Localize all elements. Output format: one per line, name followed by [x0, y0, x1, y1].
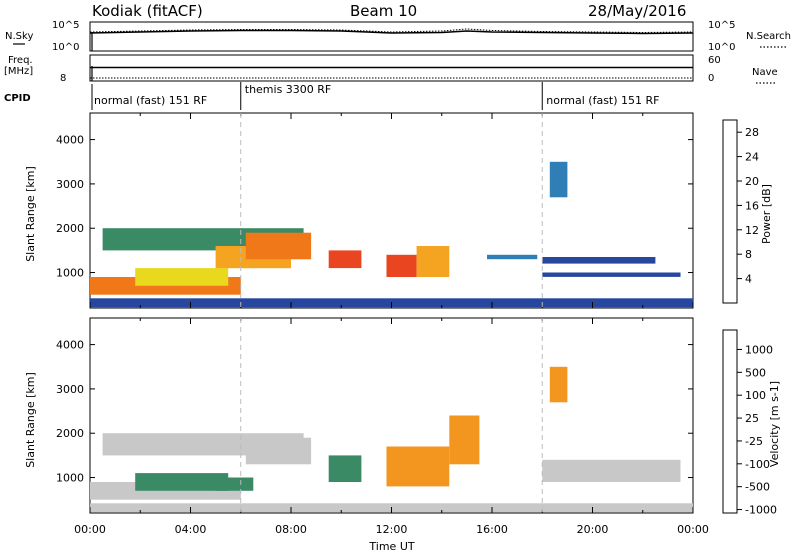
colorbar-tick-label: 16: [745, 199, 759, 212]
x-tick-label: 00:00: [74, 523, 106, 536]
colorbar-tick-label: 20: [745, 175, 759, 188]
heatmap-cell: [542, 459, 681, 482]
colorbar-tick-label: 24: [745, 151, 759, 164]
colorbar-tick-label: -500: [745, 481, 770, 494]
velocity-colorbar-label: Velocity [m s-1]: [768, 381, 781, 467]
cpid-row: CPID normal (fast) 151 RF themis 3300 RF n…: [4, 82, 660, 110]
colorbar-tick-label: 100: [745, 389, 766, 402]
cpid-label: CPID: [4, 93, 31, 104]
colorbar-tick-label: 500: [745, 366, 766, 379]
heatmap-cell: [245, 437, 312, 465]
colorbar-tick-label: -25: [745, 435, 763, 448]
heatmap-cell: [386, 254, 417, 277]
cpid-segment-label: themis 3300 RF: [245, 83, 332, 96]
y-tick-label: 3000: [56, 178, 84, 191]
heatmap-cell: [416, 246, 450, 277]
y-tick-label: 1000: [56, 472, 84, 485]
y-tick-label: 4000: [56, 339, 84, 352]
colorbar-frame: [722, 119, 738, 304]
noise-tick-top-right: 10^5: [708, 20, 735, 31]
freq-tick-right-bottom: 0: [708, 73, 714, 84]
heatmap-cell: [549, 366, 568, 403]
noise-tick-bottom-right: 10^0: [708, 42, 735, 53]
heatmap-cell: [215, 477, 254, 491]
power-colorbar: 4 8 12 16 20 24 28: [722, 119, 759, 304]
power-panel: 1000 2000 3000 4000: [56, 112, 694, 309]
y-tick-label: 2000: [56, 427, 84, 440]
y-tick-label: 3000: [56, 383, 84, 396]
colorbar-tick-label: 8: [745, 248, 752, 261]
heatmap-cell: [549, 161, 568, 198]
heatmap-cell: [542, 272, 681, 277]
colorbar-tick-label: 4: [745, 273, 752, 286]
y-tick-label: 1000: [56, 267, 84, 280]
nsearch-label: N.Search: [746, 31, 791, 42]
freq-label-line2: [MHz]: [4, 66, 33, 77]
heatmap-cell: [245, 232, 312, 260]
colorbar-frame: [722, 329, 738, 514]
station-title: Kodiak (fitACF): [92, 2, 203, 20]
frequency-panel: Freq. [MHz] 8 60 0 Nave: [4, 54, 778, 84]
noise-panel: N.Sky 10^5 10^0 10^5 10^0 N.Search: [5, 20, 791, 53]
colorbar-tick-label: 1000: [745, 343, 773, 356]
freq-label-line1: Freq.: [8, 55, 33, 66]
colorbar-tick-label: 12: [745, 224, 759, 237]
x-tick-label: 16:00: [476, 523, 508, 536]
velocity-colorbar: 1000 500 100 25 -25 -100 -500 -1000: [722, 329, 777, 517]
heatmap-cell: [542, 257, 656, 264]
heatmap-cell: [386, 446, 450, 487]
nsky-label: N.Sky: [5, 31, 33, 42]
x-axis: 00:00 04:00 08:00 12:00 16:00 20:00 00:00: [74, 523, 709, 536]
heatmap-cell: [449, 415, 480, 465]
freq-tick-left: 8: [60, 73, 66, 84]
colorbar-tick-label: 28: [745, 126, 759, 139]
y-tick-label: 4000: [56, 134, 84, 147]
noise-tick-bottom-left: 10^0: [52, 42, 79, 53]
colorbar-tick-label: -1000: [745, 504, 777, 517]
heatmap-cell: [135, 268, 229, 286]
nave-label: Nave: [752, 67, 778, 78]
heatmap-cell: [135, 473, 229, 491]
cpid-segment-label: normal (fast) 151 RF: [94, 94, 207, 107]
nsearch-series-line: [89, 28, 694, 34]
x-tick-label: 00:00: [677, 523, 709, 536]
velocity-ylabel: Slant Range [km]: [24, 372, 37, 468]
date-title: 28/May/2016: [588, 2, 686, 20]
nsky-series-line: [89, 29, 694, 35]
heatmap-cell: [328, 250, 362, 269]
colorbar-tick-label: -100: [745, 458, 770, 471]
heatmap-cell: [328, 455, 362, 482]
power-colorbar-label: Power [dB]: [760, 184, 773, 244]
freq-tick-right-top: 60: [708, 55, 721, 66]
colorbar-tick-label: 25: [745, 412, 759, 425]
beam-title: Beam 10: [350, 2, 417, 20]
x-tick-label: 04:00: [175, 523, 207, 536]
velocity-panel: 1000 2000 3000 4000: [56, 317, 694, 514]
x-tick-label: 20:00: [577, 523, 609, 536]
x-tick-label: 08:00: [275, 523, 307, 536]
noise-tick-top-left: 10^5: [52, 20, 79, 31]
cpid-segment-label: normal (fast) 151 RF: [546, 94, 659, 107]
heatmap-cell: [487, 254, 538, 260]
x-axis-label: Time UT: [368, 540, 414, 553]
x-tick-label: 12:00: [376, 523, 408, 536]
y-tick-label: 2000: [56, 222, 84, 235]
power-ylabel: Slant Range [km]: [24, 166, 37, 262]
